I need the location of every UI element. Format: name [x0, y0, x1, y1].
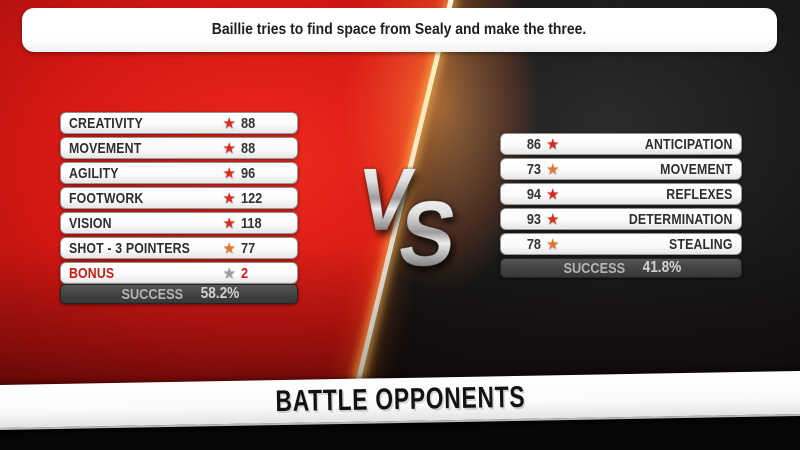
- stat-value: 88: [241, 139, 256, 157]
- success-value: 41.8%: [642, 259, 682, 276]
- stat-label: MOVEMENT: [69, 139, 142, 157]
- stat-value: 2: [241, 264, 249, 282]
- star-icon: ★: [222, 139, 236, 157]
- success-label: SUCCESS: [563, 259, 626, 277]
- stat-value: 73: [526, 160, 541, 178]
- star-icon: ★: [546, 185, 560, 203]
- stat-row: 93 ★ DETERMINATION: [500, 208, 742, 230]
- stat-row: 78 ★ STEALING: [500, 233, 742, 255]
- stat-value: 94: [526, 185, 541, 203]
- stat-value: 78: [526, 235, 541, 253]
- stat-row: 94 ★ REFLEXES: [500, 183, 742, 205]
- stat-row: MOVEMENT ★ 88: [60, 137, 298, 159]
- stat-row: VISION ★ 118: [60, 212, 298, 234]
- star-icon: ★: [546, 235, 560, 253]
- stat-row: SHOT - 3 POINTERS ★ 77: [60, 237, 298, 259]
- stat-row: 86 ★ ANTICIPATION: [500, 133, 742, 155]
- stat-value: 86: [526, 135, 541, 153]
- stat-label: ANTICIPATION: [645, 135, 733, 153]
- stat-value: 122: [241, 189, 263, 207]
- stat-row: BONUS ★ 2: [60, 262, 298, 284]
- stat-value: 77: [241, 239, 256, 257]
- stat-row: FOOTWORK ★ 122: [60, 187, 298, 209]
- stat-label: CREATIVITY: [69, 114, 143, 132]
- star-icon: ★: [222, 189, 236, 207]
- stat-label: DETERMINATION: [629, 210, 733, 228]
- stat-label: BONUS: [69, 264, 115, 282]
- player-success-bar: SUCCESS 58.2%: [60, 284, 298, 304]
- stat-label: VISION: [69, 214, 112, 232]
- star-icon: ★: [222, 164, 236, 182]
- star-icon: ★: [546, 210, 560, 228]
- star-icon: ★: [222, 239, 236, 257]
- success-value: 58.2%: [200, 285, 240, 302]
- stat-row: 73 ★ MOVEMENT: [500, 158, 742, 180]
- star-icon: ★: [222, 114, 236, 132]
- stat-row: AGILITY ★ 96: [60, 162, 298, 184]
- stat-value: 118: [241, 214, 262, 232]
- success-label: SUCCESS: [121, 285, 184, 303]
- screen-title: BATTLE OPPONENTS: [274, 380, 526, 418]
- stat-label: SHOT - 3 POINTERS: [69, 239, 191, 257]
- star-icon: ★: [546, 160, 560, 178]
- opponent-stats-panel: 86 ★ ANTICIPATION 73 ★ MOVEMENT 94 ★ REF…: [500, 133, 742, 255]
- commentary-banner: Baillie tries to find space from Sealy a…: [22, 8, 777, 52]
- stat-label: FOOTWORK: [69, 189, 144, 207]
- opponent-success-bar: SUCCESS 41.8%: [500, 258, 742, 278]
- stat-label: STEALING: [669, 235, 733, 253]
- commentary-text: Baillie tries to find space from Sealy a…: [212, 21, 587, 38]
- stat-label: REFLEXES: [666, 185, 733, 203]
- stat-row: CREATIVITY ★ 88: [60, 112, 298, 134]
- star-icon: ★: [546, 135, 560, 153]
- stat-value: 88: [241, 114, 256, 132]
- star-icon: ★: [222, 264, 236, 282]
- stat-value: 93: [526, 210, 541, 228]
- stat-label: MOVEMENT: [660, 160, 733, 178]
- star-icon: ★: [222, 214, 236, 232]
- player-stats-panel: CREATIVITY ★ 88 MOVEMENT ★ 88 AGILITY ★ …: [60, 112, 298, 284]
- stat-value: 96: [241, 164, 256, 182]
- stat-label: AGILITY: [69, 164, 119, 182]
